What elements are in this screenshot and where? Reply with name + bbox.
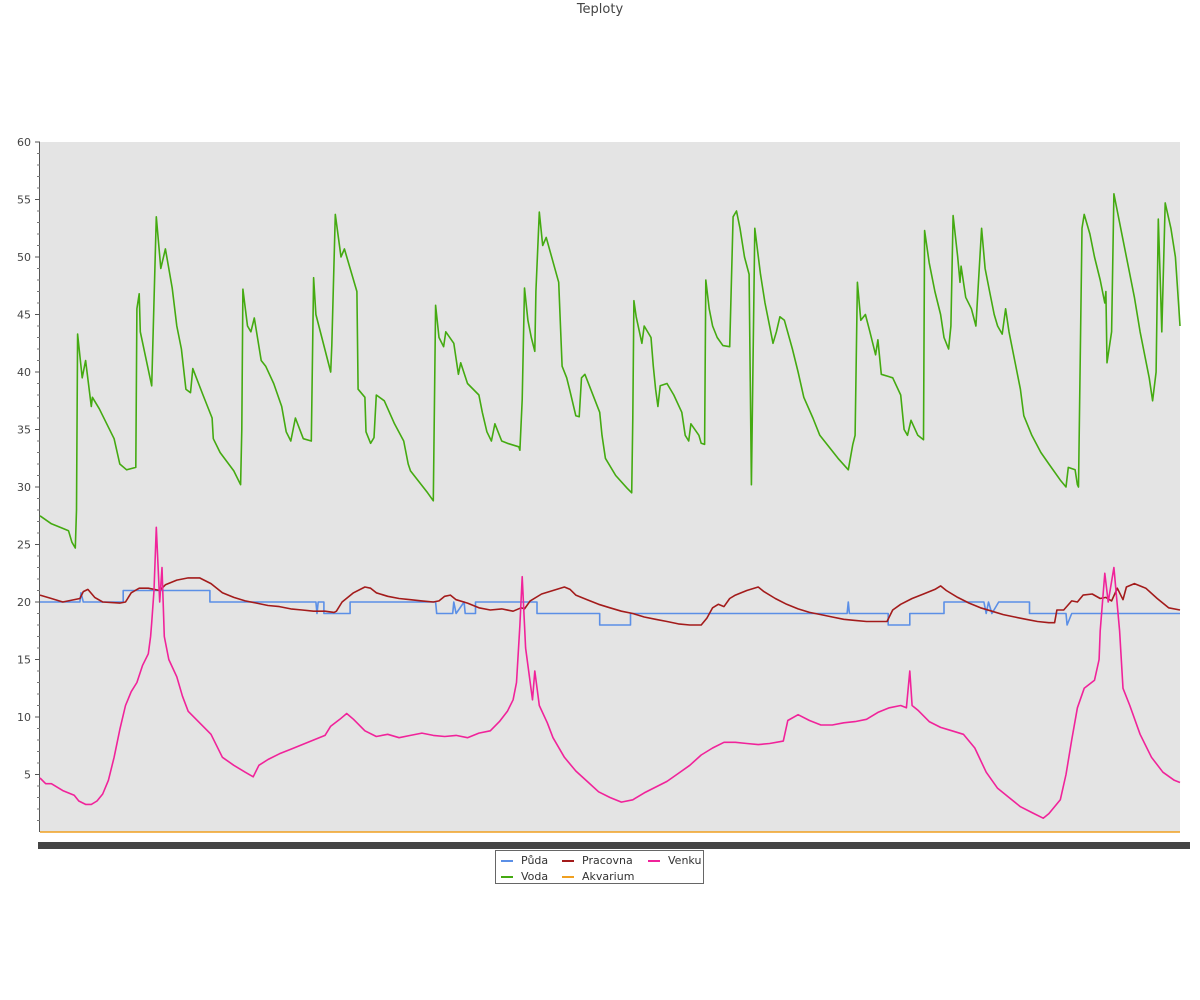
y-tick-label-50: 50	[17, 251, 31, 264]
legend-item-venku: Venku	[648, 853, 701, 868]
legend-item-voda: Voda	[501, 869, 548, 884]
y-tick-label-55: 55	[17, 194, 31, 207]
legend-swatch-akvarium	[562, 876, 574, 878]
legend-swatch-voda	[501, 876, 513, 878]
legend-item-puda: Půda	[501, 853, 548, 868]
legend-item-pracovna: Pracovna	[562, 853, 633, 868]
y-tick-label-40: 40	[17, 366, 31, 379]
legend-label-akvarium: Akvarium	[582, 870, 635, 883]
legend: Půda Pracovna Venku Voda Akvarium	[495, 850, 704, 884]
legend-swatch-venku	[648, 860, 660, 862]
series-line-voda	[39, 193, 1181, 549]
y-tick-label-25: 25	[17, 539, 31, 552]
y-tick-label-10: 10	[17, 711, 31, 724]
y-tick-label-5: 5	[24, 769, 31, 782]
y-ticks: 5 10 15 20 25 30 35 40 45 50 55 60	[17, 136, 40, 821]
chart-title: Teploty	[576, 2, 624, 17]
series-line-puda	[40, 589, 1180, 626]
legend-label-venku: Venku	[668, 854, 702, 867]
series-lines	[39, 193, 1181, 833]
y-tick-label-60: 60	[17, 136, 31, 149]
series-line-venku	[39, 526, 1181, 820]
y-tick-label-15: 15	[17, 654, 31, 667]
legend-swatch-pracovna	[562, 860, 574, 862]
y-tick-label-45: 45	[17, 309, 31, 322]
legend-label-puda: Půda	[521, 854, 549, 867]
legend-label-voda: Voda	[521, 870, 549, 883]
plot-background	[40, 142, 1180, 832]
y-tick-label-20: 20	[17, 596, 31, 609]
legend-swatch-puda	[501, 860, 513, 862]
y-tick-label-35: 35	[17, 424, 31, 437]
legend-item-akvarium: Akvarium	[562, 869, 634, 884]
x-axis-band	[38, 842, 1190, 849]
legend-label-pracovna: Pracovna	[582, 854, 633, 867]
y-tick-label-30: 30	[17, 481, 31, 494]
series-line-pracovna	[39, 577, 1181, 626]
